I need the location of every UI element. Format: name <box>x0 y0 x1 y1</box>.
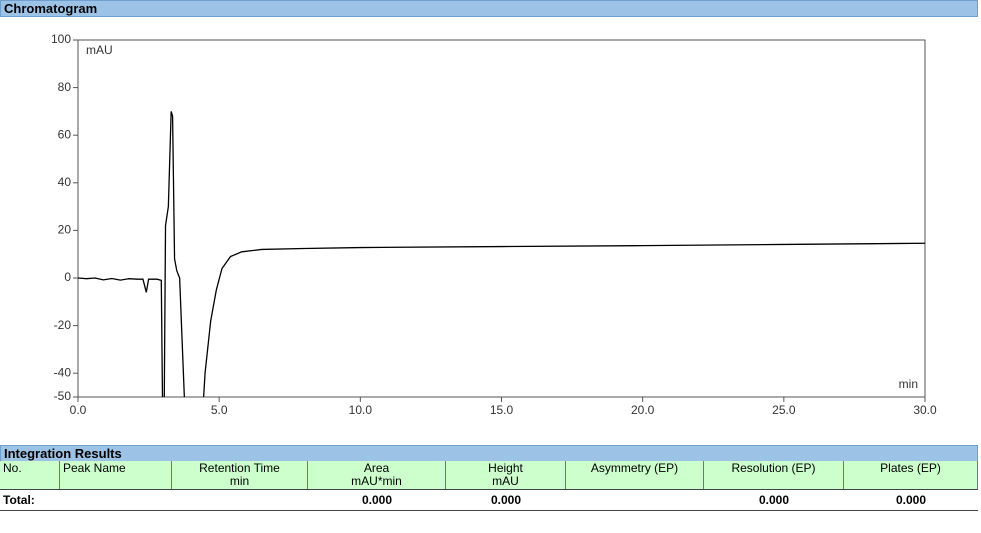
total-plates: 0.000 <box>895 493 927 507</box>
y-tick-label: 80 <box>58 80 72 94</box>
y-tick-label: 100 <box>51 32 71 46</box>
x-tick-label: 30.0 <box>913 403 937 417</box>
column-header: Plates (EP) <box>844 461 978 489</box>
column-name: Resolution (EP) <box>731 461 816 475</box>
y-tick-label: 0 <box>64 270 71 284</box>
column-name: Area <box>363 461 390 475</box>
trace <box>78 111 925 397</box>
column-name: Plates (EP) <box>880 461 941 475</box>
total-row: Total: 0.000 0.000 0.000 0.000 <box>0 490 978 511</box>
x-axis-label: min <box>899 377 918 391</box>
column-header: Retention Time min <box>172 461 308 489</box>
column-name: Height <box>488 461 523 475</box>
y-axis-label: mAU <box>86 43 113 57</box>
chart: mAU min -50 -40 -20 0 20 40 60 80 100 0.0 5.0 10.0 1… <box>51 32 937 417</box>
plot-frame <box>77 39 926 398</box>
column-name: Asymmetry (EP) <box>590 461 679 475</box>
y-tick-label: -40 <box>54 365 72 379</box>
x-tick-label: 20.0 <box>631 403 655 417</box>
column-name: Peak Name <box>63 461 126 475</box>
y-tick-label: -50 <box>54 389 72 403</box>
x-tick-label: 5.0 <box>211 403 228 417</box>
x-tick-label: 10.0 <box>349 403 373 417</box>
header-row: No. Peak Name Retention Time min Area mAU*min… <box>0 461 978 490</box>
total-resolution: 0.000 <box>758 493 790 507</box>
section-header: Integration Results <box>0 445 978 462</box>
column-header: No. <box>0 461 60 489</box>
y-tick-label: 20 <box>58 223 72 237</box>
y-tick-label: 40 <box>58 175 72 189</box>
y-tick-label: -20 <box>54 318 72 332</box>
column-header: Area mAU*min <box>308 461 446 489</box>
total-area: 0.000 <box>361 493 393 507</box>
column-header: Asymmetry (EP) <box>566 461 704 489</box>
column-unit: mAU*min <box>351 474 402 488</box>
column-unit: mAU <box>492 474 519 488</box>
column-header: Height mAU <box>446 461 566 489</box>
column-header: Resolution (EP) <box>704 461 844 489</box>
y-tick-label: 60 <box>58 127 72 141</box>
column-name: Retention Time <box>199 461 280 475</box>
column-unit: min <box>229 474 250 488</box>
total-height: 0.000 <box>490 493 522 507</box>
section-header: Chromatogram <box>0 0 978 17</box>
x-tick-label: 0.0 <box>70 403 87 417</box>
column-header: Peak Name <box>60 461 172 489</box>
x-tick-label: 15.0 <box>490 403 514 417</box>
total-label: Total: <box>3 493 35 507</box>
column-name: No. <box>3 461 22 475</box>
x-tick-label: 25.0 <box>772 403 796 417</box>
